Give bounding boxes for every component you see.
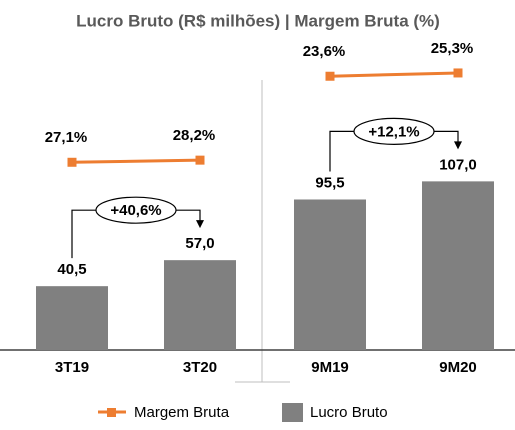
value-label: 57,0 [185, 235, 214, 252]
annotation: +40,6% [110, 202, 161, 219]
line-marker [325, 71, 335, 81]
x-tick-label: 3T20 [183, 359, 217, 376]
line-marker [67, 157, 77, 167]
bar [164, 260, 236, 350]
legend-line-marker [107, 408, 116, 417]
value-label: 28,2% [173, 127, 216, 144]
x-tick-label: 9M19 [311, 359, 349, 376]
legend-label: Lucro Bruto [310, 404, 388, 421]
value-label: 27,1% [45, 129, 88, 146]
margin-line [329, 71, 459, 78]
bar [294, 199, 366, 350]
annotation: +12,1% [368, 123, 419, 140]
annotation-bubble [95, 196, 177, 224]
value-label: 107,0 [439, 156, 477, 173]
annotation-connector [329, 130, 354, 172]
annotation-connector [71, 209, 96, 259]
margin-line [71, 158, 201, 164]
legend-label: Margem Bruta [134, 404, 230, 421]
arrow-head [196, 220, 204, 229]
value-label: 40,5 [57, 261, 86, 278]
arrow-head [454, 141, 462, 150]
bar [422, 181, 494, 350]
line-marker [453, 68, 463, 78]
x-tick-label: 9M20 [439, 359, 477, 376]
chart-title: Lucro Bruto (R$ milhões) | Margem Bruta … [76, 11, 440, 30]
annotation-arrow [176, 209, 201, 225]
x-tick-label: 3T19 [55, 359, 89, 376]
annotation-bubble [353, 117, 435, 145]
bar [36, 286, 108, 350]
line-marker [195, 155, 205, 165]
value-label: 95,5 [315, 174, 344, 191]
value-label: 25,3% [431, 40, 474, 57]
value-label: 23,6% [303, 43, 346, 60]
annotation-arrow [434, 130, 459, 146]
legend-bar-swatch [282, 403, 303, 422]
